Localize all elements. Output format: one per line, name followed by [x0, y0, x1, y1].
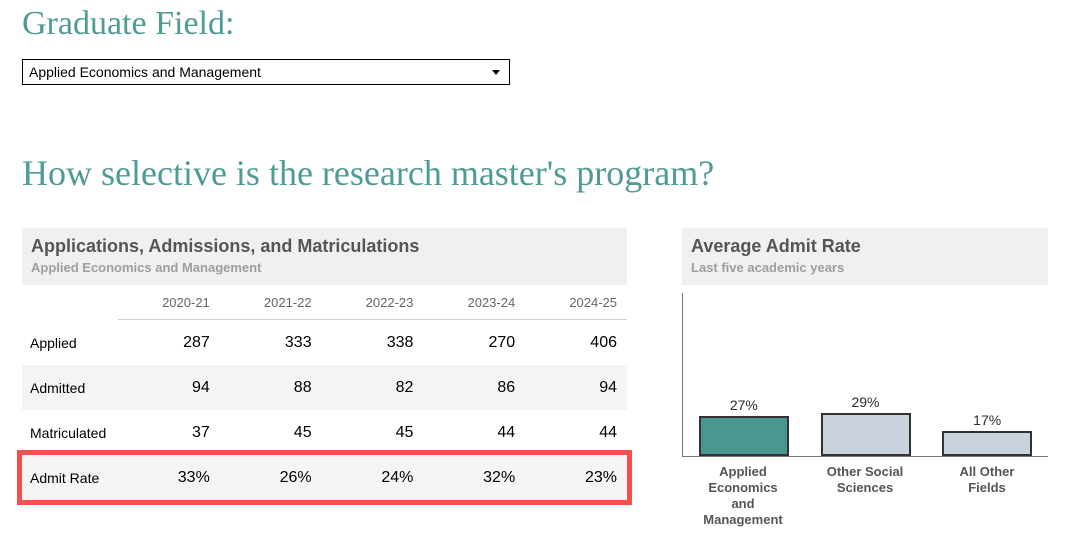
category-label: All Other Fields [926, 464, 1048, 529]
category-label: Applied Economics and Management [682, 464, 804, 529]
table-header: Applications, Admissions, and Matriculat… [22, 228, 627, 285]
table-cell: 24% [381, 468, 414, 486]
row-label: Admitted [30, 379, 86, 396]
dropdown-caret-icon [492, 69, 500, 75]
table-row-matriculated[interactable]: Matriculated 37 45 45 44 44 [22, 410, 627, 455]
admit-rate-chart-panel: Average Admit Rate Last five academic ye… [682, 228, 1048, 529]
category-label-text: Applied Economics and Management [703, 464, 783, 527]
table-column-headers: 2020-21 2021-22 2022-23 2023-24 2024-25 [22, 285, 627, 320]
bar-chart-plot-area: 27% 29% 17% [682, 293, 1048, 457]
table-cell: 45 [293, 423, 312, 441]
bar-group-applied-economics: 27% [683, 397, 805, 456]
table-cell: 406 [590, 333, 617, 351]
bar-chart-category-axis: Applied Economics and Management Other S… [682, 464, 1048, 529]
category-label-text: Other Social Sciences [826, 464, 904, 495]
table-cell: 88 [293, 378, 312, 396]
table-cell: 94 [599, 378, 617, 396]
column-header: 2020-21 [118, 285, 220, 320]
chart-subtitle: Last five academic years [691, 260, 845, 275]
chart-header: Average Admit Rate Last five academic ye… [682, 228, 1048, 285]
category-label: Other Social Sciences [804, 464, 926, 529]
column-header: 2023-24 [423, 285, 526, 320]
table-row-applied[interactable]: Applied 287 333 338 270 406 [22, 320, 627, 365]
table-cell: 32% [483, 468, 516, 486]
table-cell: 333 [284, 333, 312, 351]
graduate-field-select[interactable]: Applied Economics and Management [22, 59, 510, 85]
chart-title: Average Admit Rate [691, 236, 861, 256]
page-title: How selective is the research master's p… [22, 153, 715, 193]
row-label: Applied [30, 334, 77, 351]
applications-table-panel: Applications, Admissions, and Matriculat… [17, 228, 632, 505]
table-title: Applications, Admissions, and Matriculat… [31, 236, 420, 256]
bar-value-label: 17% [973, 412, 1002, 428]
table-cell: 94 [192, 378, 210, 396]
row-label: Admit Rate [30, 469, 100, 486]
bar-other-social-sciences[interactable] [820, 413, 911, 456]
column-header: 2022-23 [321, 285, 424, 320]
table-cell: 23% [584, 468, 617, 486]
column-header: 2024-25 [525, 285, 627, 320]
row-label: Matriculated [30, 424, 107, 441]
graduate-field-label: Graduate Field: [22, 5, 235, 42]
category-label-text: All Other Fields [959, 464, 1015, 495]
table-cell: 270 [488, 333, 516, 351]
table-row-admit-rate-highlighted[interactable]: Admit Rate 33% 26% 24% 32% 23% [17, 450, 632, 505]
bar-group-all-other-fields: 17% [926, 412, 1048, 456]
table-cell: 44 [497, 423, 516, 441]
table-cell: 338 [386, 333, 414, 351]
table-cell: 37 [192, 423, 210, 441]
table-cell: 26% [279, 468, 312, 486]
table-row-admitted[interactable]: Admitted 94 88 82 86 94 [22, 365, 627, 410]
table-cell: 44 [599, 423, 617, 441]
table-cell: 86 [497, 378, 516, 396]
bar-all-other-fields[interactable] [942, 431, 1033, 456]
column-header: 2021-22 [219, 285, 322, 320]
table-cell: 287 [183, 333, 210, 351]
table-cell: 33% [177, 468, 210, 486]
bar-applied-economics[interactable] [698, 416, 789, 456]
bar-value-label: 27% [729, 397, 758, 413]
bar-group-other-social-sciences: 29% [805, 394, 927, 456]
table-corner-cell [22, 285, 118, 320]
table-cell: 45 [395, 423, 414, 441]
bar-value-label: 29% [851, 394, 880, 410]
table-cell: 82 [395, 378, 414, 396]
graduate-field-selected-value: Applied Economics and Management [29, 64, 261, 80]
table-subtitle: Applied Economics and Management [31, 260, 262, 275]
